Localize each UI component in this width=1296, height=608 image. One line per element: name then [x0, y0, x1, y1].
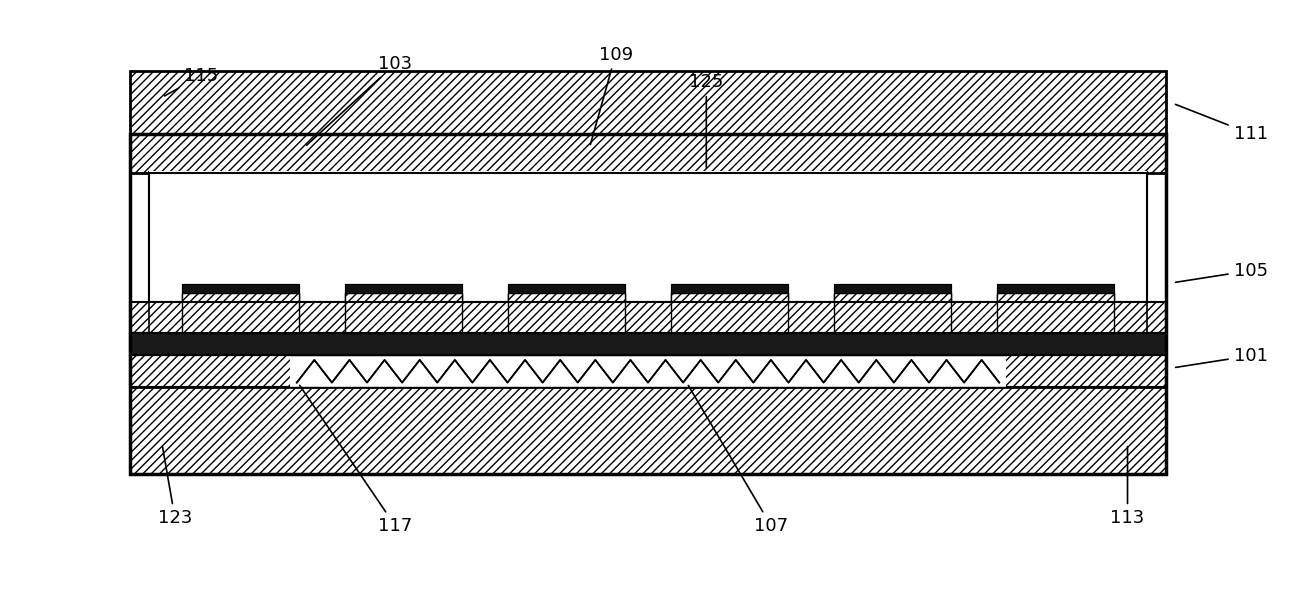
Bar [130, 333, 1166, 355]
Bar [345, 284, 463, 292]
Bar [833, 284, 951, 292]
Bar [130, 302, 1166, 333]
Bar [508, 284, 625, 292]
Bar [181, 284, 299, 292]
Bar [149, 171, 1147, 302]
Bar [149, 171, 1147, 173]
Bar [181, 292, 299, 333]
Text: 123: 123 [158, 446, 192, 527]
Bar [997, 292, 1115, 333]
Text: 107: 107 [688, 385, 788, 535]
Bar [345, 292, 463, 333]
Bar [671, 292, 788, 333]
Bar [671, 292, 788, 333]
Text: 109: 109 [591, 46, 632, 145]
Bar [508, 292, 625, 333]
Bar [130, 71, 1166, 173]
Text: 101: 101 [1175, 347, 1267, 367]
Text: 111: 111 [1175, 105, 1267, 143]
Text: 125: 125 [689, 73, 723, 167]
Bar [997, 284, 1115, 292]
Bar [997, 292, 1115, 333]
Bar [997, 284, 1115, 292]
Bar [130, 333, 1166, 355]
Bar [671, 284, 788, 292]
Text: 115: 115 [165, 67, 218, 96]
Bar [130, 387, 1166, 474]
Bar [833, 292, 951, 333]
Text: 113: 113 [1111, 447, 1144, 527]
Bar [508, 284, 625, 292]
Bar [345, 292, 463, 333]
Bar [130, 355, 1166, 387]
Bar [149, 302, 1147, 333]
Bar [345, 284, 463, 292]
Bar [181, 284, 299, 292]
Text: 117: 117 [299, 385, 412, 535]
Text: 103: 103 [307, 55, 412, 145]
Bar [833, 292, 951, 333]
Bar [508, 292, 625, 333]
Text: 105: 105 [1175, 261, 1267, 282]
Bar [130, 134, 1166, 474]
Bar [671, 284, 788, 292]
Bar [149, 173, 1147, 302]
Bar [833, 284, 951, 292]
Bar [181, 292, 299, 333]
Bar [290, 355, 1006, 387]
